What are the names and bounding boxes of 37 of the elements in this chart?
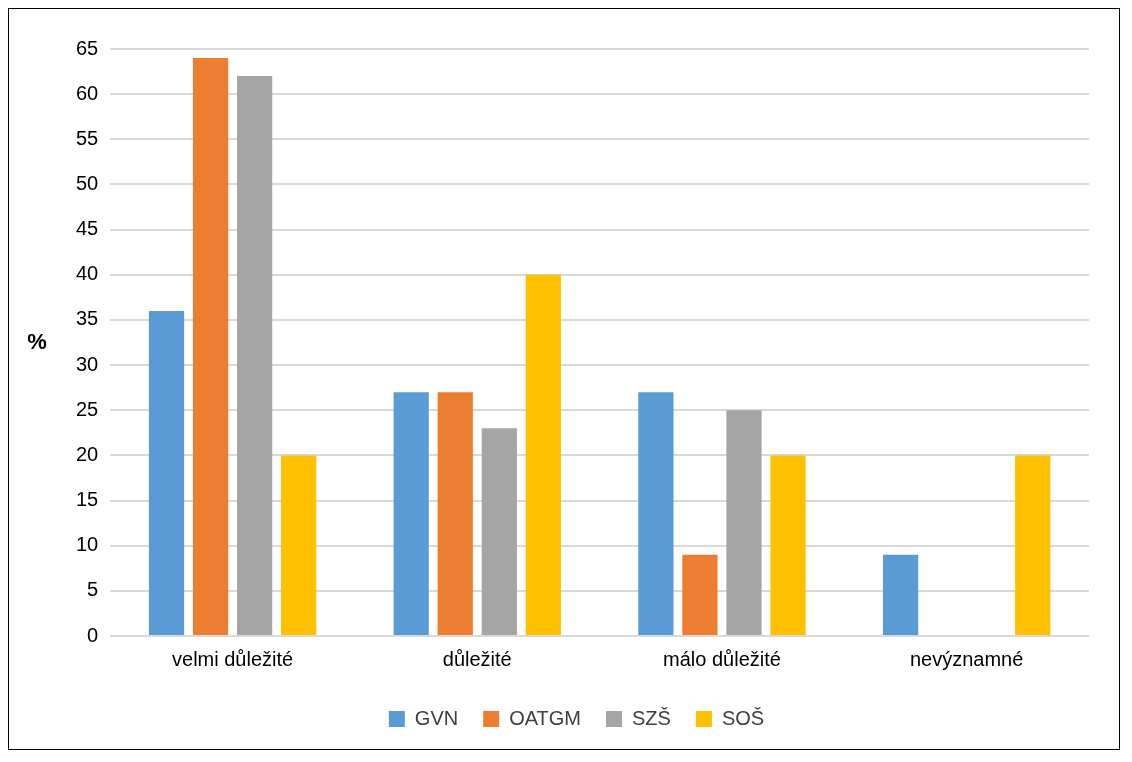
bar bbox=[192, 58, 229, 635]
bar bbox=[237, 76, 273, 635]
x-tick-label: velmi důležité bbox=[172, 647, 294, 670]
bar bbox=[525, 274, 561, 635]
legend-label: OATGM bbox=[509, 706, 582, 729]
bar bbox=[1015, 455, 1051, 635]
y-tick-label: 10 bbox=[76, 533, 99, 556]
y-tick-label: 35 bbox=[76, 307, 99, 330]
bar bbox=[481, 428, 517, 635]
y-tick-label: 20 bbox=[76, 442, 99, 465]
bar bbox=[148, 310, 185, 635]
bar bbox=[437, 392, 473, 635]
y-tick-label: 30 bbox=[76, 352, 99, 375]
x-tick-label: důležité bbox=[442, 647, 512, 670]
bar bbox=[682, 554, 718, 635]
legend-label: SZŠ bbox=[632, 706, 671, 729]
y-tick-label: 0 bbox=[87, 623, 99, 646]
bar bbox=[882, 554, 919, 635]
y-tick-label: 5 bbox=[87, 578, 99, 601]
bar bbox=[393, 392, 429, 635]
bar bbox=[770, 455, 806, 635]
bar bbox=[281, 455, 317, 635]
y-tick-label: 60 bbox=[76, 81, 99, 104]
bar bbox=[726, 410, 762, 635]
y-tick-label: 40 bbox=[76, 262, 99, 285]
x-tick-label: málo důležité bbox=[663, 647, 781, 670]
y-axis-title: % bbox=[27, 328, 47, 354]
y-tick-label: 25 bbox=[76, 397, 99, 420]
y-tick-label: 15 bbox=[76, 488, 99, 511]
y-tick-label: 45 bbox=[76, 217, 99, 240]
legend-label: GVN bbox=[414, 706, 459, 729]
x-tick-label: nevýznamné bbox=[909, 647, 1024, 670]
y-tick-label: 50 bbox=[76, 171, 99, 194]
legend-label: SOŠ bbox=[721, 706, 765, 729]
bar bbox=[638, 392, 674, 635]
y-tick-label: 65 bbox=[76, 36, 99, 59]
y-tick-label: 55 bbox=[76, 126, 99, 149]
